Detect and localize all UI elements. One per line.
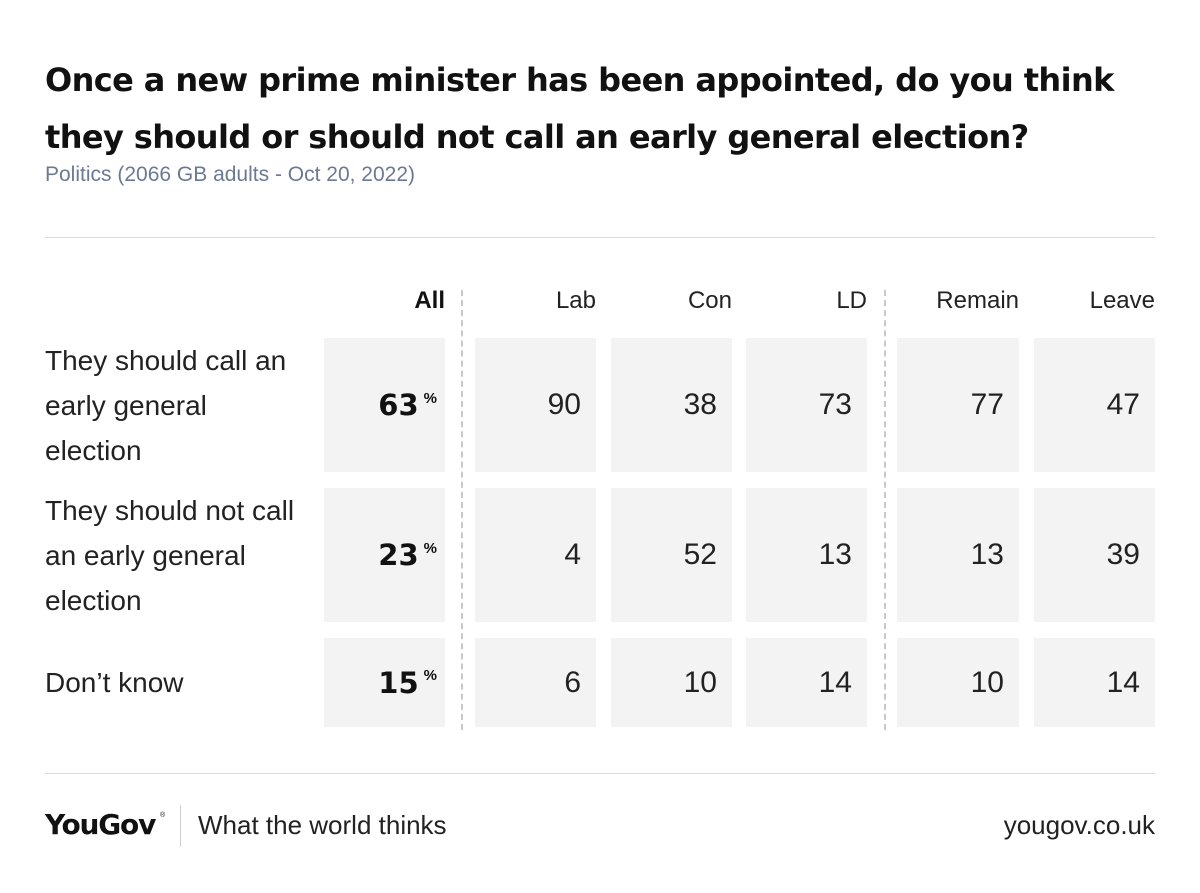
- bottom-divider: [45, 773, 1155, 774]
- value-cell-all: 63%: [324, 338, 445, 472]
- data-label-ld: 13: [818, 538, 852, 571]
- data-label-all: 23: [378, 538, 419, 572]
- data-label-remain: 13: [970, 538, 1004, 571]
- row-label: Don’t know: [45, 667, 184, 698]
- value-cell-con: 52: [611, 488, 732, 622]
- percent-sign: %: [423, 389, 437, 407]
- data-label-ld: 73: [818, 388, 852, 421]
- column-header-ld: LD: [836, 287, 867, 314]
- footer-separator: [180, 805, 181, 847]
- data-label-all: 63: [378, 388, 419, 422]
- percent-sign: %: [423, 667, 437, 684]
- column-header-all: All: [414, 287, 445, 314]
- registered-mark: ®: [160, 812, 166, 819]
- value-cell-leave: 47: [1034, 338, 1155, 472]
- data-label-con: 52: [683, 538, 717, 571]
- data-label-con: 10: [683, 665, 717, 699]
- percent-sign: %: [423, 539, 437, 557]
- value-cell-lab: 4: [475, 488, 596, 622]
- value-cell-con: 10: [611, 638, 732, 727]
- data-label-con: 38: [683, 388, 717, 421]
- data-label-lab: 90: [547, 388, 581, 421]
- data-label-leave: 47: [1106, 388, 1140, 421]
- value-cell-all: 23%: [324, 488, 445, 622]
- column-header-lab: Lab: [555, 287, 596, 314]
- value-cell-leave: 39: [1034, 488, 1155, 622]
- data-label-lab: 4: [564, 538, 581, 571]
- data-label-lab: 6: [564, 665, 581, 699]
- value-cell-remain: 10: [897, 638, 1019, 727]
- data-label-leave: 39: [1106, 538, 1140, 571]
- value-cell-ld: 73: [746, 338, 867, 472]
- site-url: yougov.co.uk: [1003, 810, 1155, 840]
- value-cell-remain: 77: [897, 338, 1019, 472]
- value-cell-ld: 13: [746, 488, 867, 622]
- column-header-leave: Leave: [1089, 287, 1155, 314]
- tagline: What the world thinks: [198, 810, 447, 840]
- data-label-ld: 14: [818, 665, 852, 699]
- data-label-remain: 10: [970, 665, 1004, 699]
- column-group-divider: [884, 290, 886, 730]
- value-cell-lab: 6: [475, 638, 596, 727]
- value-cell-remain: 13: [897, 488, 1019, 622]
- value-cell-all: 15%: [324, 638, 445, 727]
- value-cell-con: 38: [611, 338, 732, 472]
- row-label: They should not call an early general el…: [45, 494, 295, 616]
- value-cell-ld: 14: [746, 638, 867, 727]
- data-label-all: 15: [378, 665, 419, 700]
- data-label-leave: 14: [1106, 665, 1140, 699]
- column-header-remain: Remain: [936, 287, 1019, 314]
- yougov-logo: YouGov: [45, 808, 156, 841]
- data-label-remain: 77: [970, 388, 1004, 421]
- row-label: They should call an early general electi…: [45, 344, 287, 466]
- column-group-divider: [461, 290, 463, 730]
- chart-title: Once a new prime minister has been appoi…: [45, 61, 1114, 156]
- value-cell-lab: 90: [475, 338, 596, 472]
- top-divider: [45, 237, 1155, 238]
- value-cell-leave: 14: [1034, 638, 1155, 727]
- column-header-con: Con: [687, 287, 732, 314]
- chart-subtitle: Politics (2066 GB adults - Oct 20, 2022): [45, 163, 416, 186]
